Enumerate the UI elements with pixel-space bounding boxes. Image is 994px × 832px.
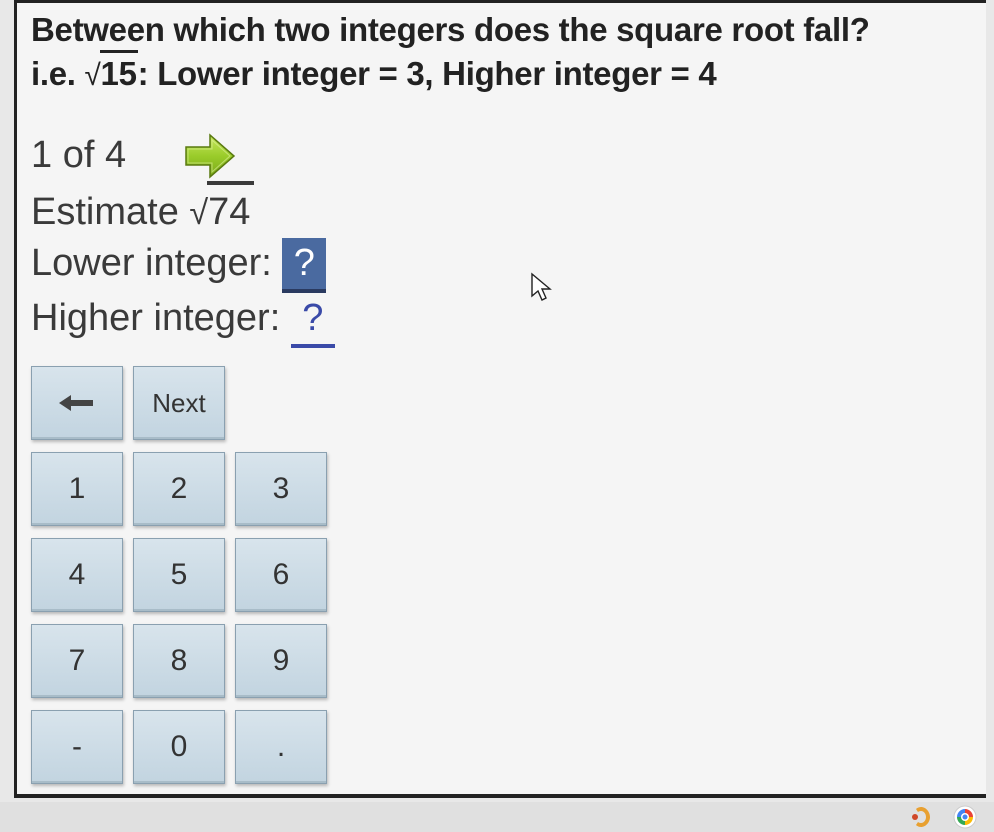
progress-label: 1 of 4 [31,134,126,177]
key-1[interactable]: 1 [31,452,123,526]
header-line-1: Between which two integers does the squa… [31,9,972,50]
problem-radicand: 74 [208,191,250,233]
key-minus[interactable]: - [31,710,123,784]
key-0[interactable]: 0 [133,710,225,784]
header-radicand: 15 [100,50,138,94]
lower-integer-row: Lower integer: ? [31,238,972,293]
keypad: Next 1 2 3 4 5 6 7 8 9 - 0 . [31,366,972,784]
question-panel: Between which two integers does the squa… [14,0,986,798]
keypad-row-4: - 0 . [31,710,972,784]
higher-label: Higher integer: [31,297,280,339]
problem-sqrt: √74 [189,187,250,238]
taskbar-icon-1[interactable] [908,804,934,830]
header-suffix: : Lower integer = 3, Higher integer = 4 [138,55,717,92]
key-6[interactable]: 6 [235,538,327,612]
higher-integer-row: Higher integer: ? [31,293,972,348]
back-arrow-icon [57,392,97,414]
header-line-2: i.e. √15: Lower integer = 3, Higher inte… [31,50,972,94]
keypad-row-3: 7 8 9 [31,624,972,698]
key-9[interactable]: 9 [235,624,327,698]
taskbar [0,802,994,832]
lower-answer-input[interactable]: ? [282,238,326,293]
taskbar-icon-2[interactable] [952,804,978,830]
key-dot[interactable]: . [235,710,327,784]
key-2[interactable]: 2 [133,452,225,526]
key-8[interactable]: 8 [133,624,225,698]
key-3[interactable]: 3 [235,452,327,526]
radical-bar [207,181,254,185]
higher-answer-input[interactable]: ? [291,293,335,348]
key-4[interactable]: 4 [31,538,123,612]
key-7[interactable]: 7 [31,624,123,698]
keypad-row-ctrl: Next [31,366,972,440]
keypad-row-2: 4 5 6 [31,538,972,612]
next-key[interactable]: Next [133,366,225,440]
progress-row: 1 of 4 [31,131,972,181]
header-prefix: i.e. [31,55,85,92]
problem-line: Estimate √74 [31,187,972,238]
next-arrow-icon[interactable] [182,131,238,181]
question-header: Between which two integers does the squa… [31,9,972,95]
sqrt-symbol-icon: √ [189,194,208,232]
problem-verb: Estimate [31,191,179,233]
sqrt-symbol: √ [85,59,101,92]
keypad-row-1: 1 2 3 [31,452,972,526]
backspace-key[interactable] [31,366,123,440]
key-5[interactable]: 5 [133,538,225,612]
lower-label: Lower integer: [31,242,272,284]
